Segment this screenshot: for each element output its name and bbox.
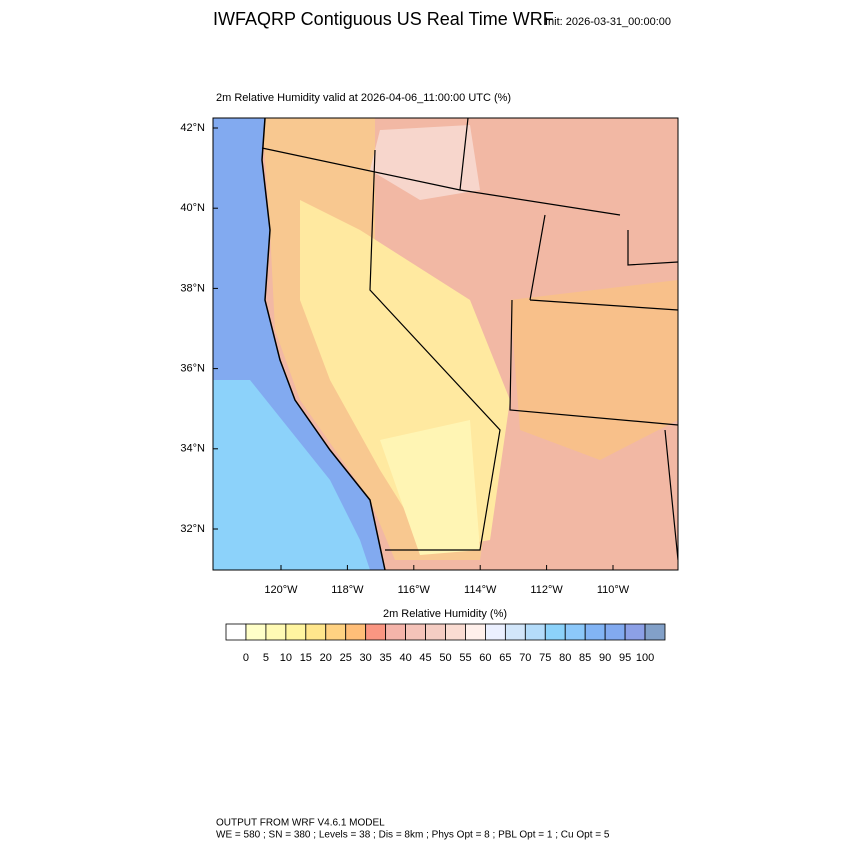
arizona-region <box>510 280 678 460</box>
footer-line: OUTPUT FROM WRF V4.6.1 MODEL <box>216 818 385 829</box>
lat-label: 32°N <box>180 523 205 535</box>
colorbar-swatch <box>564 623 586 641</box>
lat-label: 40°N <box>180 202 205 214</box>
north-region <box>370 125 480 200</box>
footer-line: WE = 580 ; SN = 380 ; Levels = 38 ; Dis … <box>216 830 610 841</box>
colorbar-label: 60 <box>479 652 491 664</box>
lon-label: 118°W <box>331 584 364 596</box>
desert-region <box>380 420 480 555</box>
colorbar-swatch <box>584 623 606 641</box>
map-frame <box>212 117 679 571</box>
lon-label: 110°W <box>597 584 630 596</box>
state-borders <box>261 118 678 561</box>
colorbar-swatch <box>385 623 406 641</box>
colorbar-label: 30 <box>360 652 372 664</box>
colorbar-label: 45 <box>419 652 431 664</box>
colorbar-label: 15 <box>300 652 312 664</box>
lat-label: 38°N <box>180 282 205 294</box>
colorbar-swatch <box>485 623 506 641</box>
colorbar-swatch <box>345 623 367 641</box>
lon-label: 112°W <box>530 584 563 596</box>
colorbar-label: 5 <box>263 652 269 664</box>
subtitle: 2m Relative Humidity valid at 2026-04-06… <box>216 92 511 104</box>
colorbar-label: 65 <box>499 652 511 664</box>
colorbar-swatch <box>325 623 347 641</box>
colorbar-label: 35 <box>380 652 392 664</box>
colorbar-swatch <box>544 623 566 641</box>
colorbar-swatch <box>265 623 287 641</box>
colorbar-swatch <box>644 623 666 641</box>
colorbar-label: 20 <box>320 652 332 664</box>
colorbar-label: 100 <box>636 652 654 664</box>
map-ticks: 42°N 40°N 38°N 36°N 34°N 32°N 120°W 118°W 116°W 1… <box>180 122 629 596</box>
colorbar-swatch <box>524 623 546 641</box>
colorbar-label: 80 <box>559 652 571 664</box>
title: IWFAQRP Contiguous US Real Time WRF <box>213 9 554 29</box>
colorbar-label: 40 <box>399 652 411 664</box>
colorbar-label: 75 <box>539 652 551 664</box>
lon-label: 116°W <box>398 584 431 596</box>
colorbar-swatch <box>425 623 446 641</box>
ocean-offshore <box>213 380 370 570</box>
colorbar-label: 25 <box>340 652 352 664</box>
colorbar-label: 0 <box>243 652 249 664</box>
colorbar-label: 95 <box>619 652 631 664</box>
colorbar-swatch <box>405 623 426 641</box>
lon-label: 120°W <box>264 584 298 596</box>
colorbar-label: 10 <box>280 652 292 664</box>
colorbar-swatch <box>624 623 646 641</box>
colorbar-label: 90 <box>599 652 611 664</box>
colorbar-label: 50 <box>439 652 451 664</box>
coastline <box>261 118 386 570</box>
colorbar-label: 55 <box>459 652 471 664</box>
colorbar-swatch <box>285 623 307 641</box>
lat-label: 42°N <box>180 122 205 134</box>
map <box>213 118 678 570</box>
lat-label: 36°N <box>180 363 205 375</box>
colorbar-swatch <box>305 623 327 641</box>
colorbar-swatch <box>225 623 247 641</box>
colorbar-title: 2m Relative Humidity (%) <box>383 608 507 620</box>
colorbar-swatch <box>245 623 267 641</box>
colorbar-swatch <box>445 623 466 641</box>
lat-label: 34°N <box>180 443 205 455</box>
init-time: Init: 2026-03-31_00:00:00 <box>545 16 671 28</box>
colorbar: 0 5 10 15 20 25 30 35 40 45 50 55 60 65 70 75 80 85 90 95 10… <box>225 623 666 664</box>
colorbar-label: 85 <box>579 652 591 664</box>
colorbar-swatch <box>604 623 626 641</box>
colorbar-swatch <box>504 623 526 641</box>
lon-label: 114°W <box>464 584 497 596</box>
colorbar-swatch <box>465 623 486 641</box>
colorbar-label: 70 <box>519 652 531 664</box>
colorbar-swatch <box>365 623 387 641</box>
